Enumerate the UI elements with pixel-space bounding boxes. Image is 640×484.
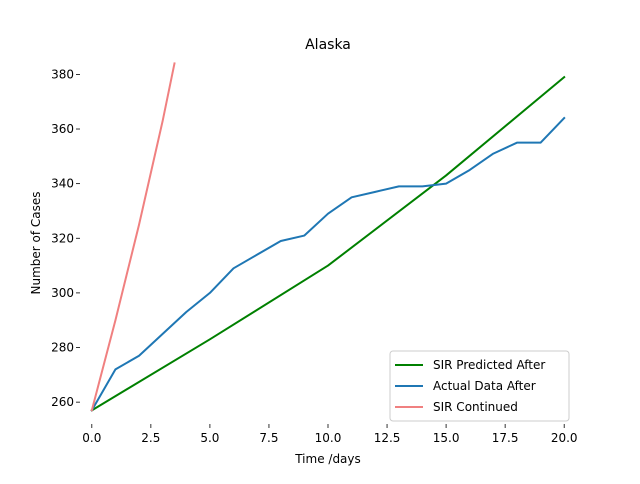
chart-title: Alaska [305,37,351,53]
series-line-actual-data-after [90,116,566,412]
x-tick-label: 12.5 [374,431,401,445]
x-tick-label: 5.0 [200,431,219,445]
series-lines [90,62,566,412]
x-tick-label: 20.0 [551,431,578,445]
y-tick-label: 300 [51,286,74,300]
x-axis-label: Time /days [294,452,361,466]
legend: SIR Predicted After Actual Data After SIR … [389,350,570,422]
y-tick-label: 380 [51,67,74,81]
y-tick-label: 280 [51,341,74,355]
legend-box [389,350,570,422]
series-line-sir-continued [90,62,176,412]
legend-label-sir-continued: SIR Continued [433,400,518,414]
series-line-sir-predicted-after [90,75,566,412]
y-tick-label: 360 [51,122,74,136]
x-tick-label: 17.5 [492,431,519,445]
y-axis-label: Number of Cases [29,191,43,294]
x-tick-label: 2.5 [141,431,160,445]
x-tick-label: 7.5 [259,431,278,445]
axis-ticks: 0.0 2.5 5.0 7.5 10.0 12.5 15.0 17.5 20.0 260 280 30… [51,67,577,445]
x-tick-label: 15.0 [433,431,460,445]
y-tick-label: 320 [51,231,74,245]
x-tick-label: 0.0 [82,431,101,445]
y-tick-label: 260 [51,395,74,409]
legend-label-actual-data-after: Actual Data After [433,379,536,393]
x-tick-label: 10.0 [315,431,342,445]
y-tick-label: 340 [51,177,74,191]
legend-label-sir-predicted-after: SIR Predicted After [433,358,545,372]
